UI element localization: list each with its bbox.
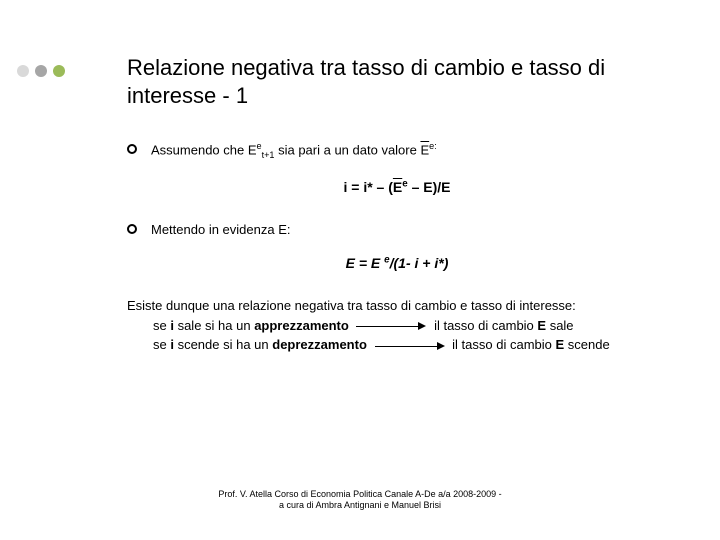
t: Assumendo che E (151, 142, 257, 157)
t: e: (429, 141, 437, 151)
footer-line-1: Prof. V. Atella Corso di Economia Politi… (0, 489, 720, 501)
t: sale si ha un (174, 318, 254, 333)
t: – E)/E (408, 179, 451, 195)
conclusion-line-2: se i scende si ha un deprezzamento il ta… (153, 335, 667, 355)
t: scende si ha un (174, 337, 272, 352)
conclusion-intro: Esiste dunque una relazione negativa tra… (127, 296, 667, 316)
t: /(1- i + i*) (390, 255, 449, 271)
arrow-icon (375, 341, 445, 351)
t: sia pari a un dato valore (274, 142, 420, 157)
conclusion-line-1: se i sale si ha un apprezzamento il tass… (153, 316, 667, 336)
t: il tasso di cambio (452, 337, 555, 352)
t: scende (564, 337, 610, 352)
slide-title: Relazione negativa tra tasso di cambio e… (127, 54, 667, 109)
t: se (153, 337, 170, 352)
dot-3 (53, 65, 65, 77)
conclusion: Esiste dunque una relazione negativa tra… (127, 296, 667, 355)
t: E (537, 318, 546, 333)
bullet-2-text: Mettendo in evidenza E: (151, 220, 290, 240)
decor-dots (17, 65, 65, 77)
arrow-icon (356, 321, 426, 331)
t: E = E (346, 255, 385, 271)
slide-body: Assumendo che Eet+1 sia pari a un dato v… (127, 140, 667, 355)
equation-1: i = i* – (Ee – E)/E (127, 177, 667, 198)
bullet-icon (127, 144, 137, 154)
bullet-2: Mettendo in evidenza E: (127, 220, 667, 240)
t: t+1 (262, 150, 275, 160)
equation-2: E = E e/(1- i + i*) (127, 253, 667, 274)
t: se (153, 318, 170, 333)
bullet-icon (127, 224, 137, 234)
t: il tasso di cambio (434, 318, 537, 333)
dot-2 (35, 65, 47, 77)
t: sale (546, 318, 573, 333)
t: E (555, 337, 564, 352)
footer-line-2: a cura di Ambra Antignani e Manuel Brisi (0, 500, 720, 512)
bullet-1-text: Assumendo che Eet+1 sia pari a un dato v… (151, 140, 437, 163)
t: apprezzamento (254, 318, 349, 333)
t: i = i* – ( (343, 179, 392, 195)
dot-1 (17, 65, 29, 77)
t: E (420, 142, 429, 157)
t: E (393, 179, 402, 195)
bullet-1: Assumendo che Eet+1 sia pari a un dato v… (127, 140, 667, 163)
slide-footer: Prof. V. Atella Corso di Economia Politi… (0, 489, 720, 512)
t: deprezzamento (272, 337, 367, 352)
